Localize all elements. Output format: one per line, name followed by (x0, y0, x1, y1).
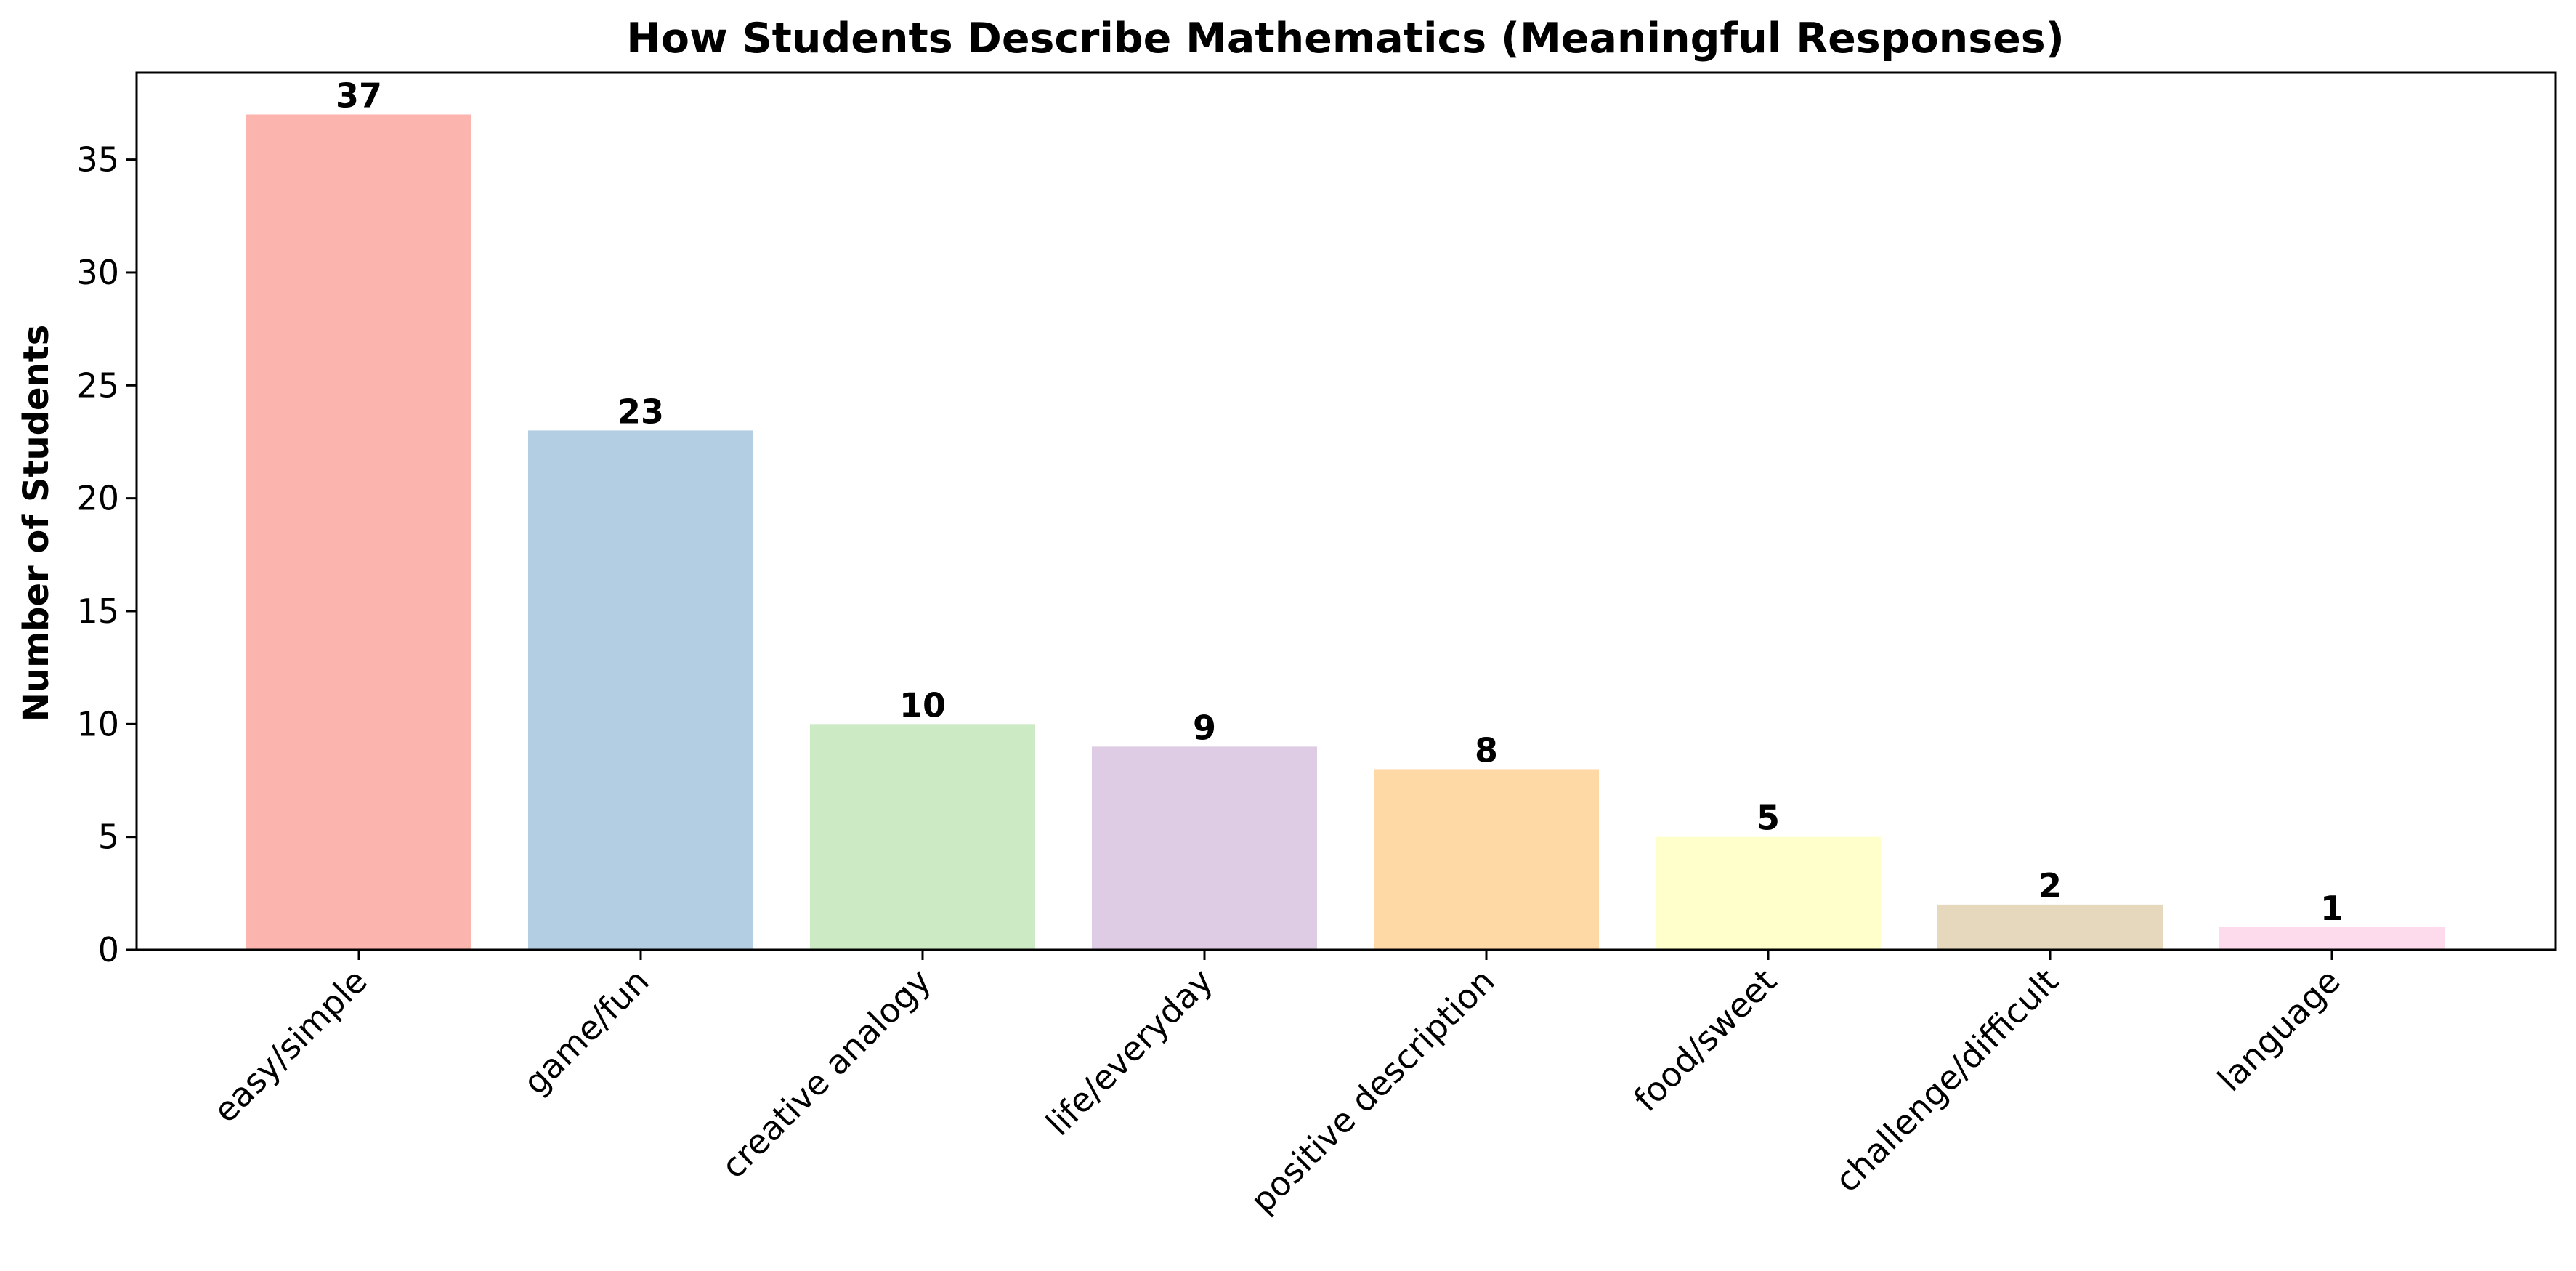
y-axis-label: Number of Students (16, 325, 57, 722)
bar-1 (528, 430, 753, 950)
data-label-0: 37 (336, 76, 382, 115)
y-tick-label-1: 5 (98, 818, 119, 857)
y-tick-label-6: 30 (76, 253, 119, 292)
data-label-1: 23 (617, 392, 664, 431)
data-label-7: 1 (2320, 889, 2344, 928)
data-label-6: 2 (2038, 866, 2062, 905)
y-tick-label-2: 10 (76, 704, 119, 743)
axes-frame (135, 71, 2557, 951)
y-tick-label-7: 35 (76, 140, 119, 179)
bar-0 (246, 114, 471, 950)
data-label-2: 10 (899, 685, 946, 725)
bar-4 (1374, 769, 1599, 950)
bar-2 (810, 724, 1035, 950)
y-tick-label-3: 15 (76, 592, 119, 631)
y-tick-label-4: 20 (76, 479, 119, 518)
bar-7 (2219, 927, 2445, 950)
bar-6 (1937, 904, 2163, 950)
y-tick-label-5: 25 (76, 366, 119, 405)
data-label-3: 9 (1193, 708, 1216, 747)
bar-3 (1092, 746, 1317, 950)
chart-title: How Students Describe Mathematics (Meani… (626, 15, 2065, 62)
data-label-4: 8 (1475, 730, 1498, 770)
y-tick-label-0: 0 (98, 930, 119, 969)
bar-5 (1656, 836, 1881, 950)
data-label-5: 5 (1757, 799, 1780, 838)
